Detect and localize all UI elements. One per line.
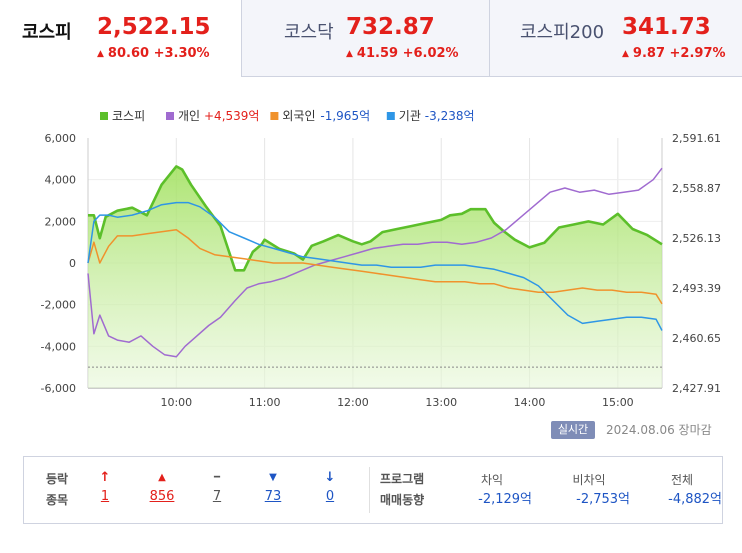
summary-upper-limit: ↑ 1 xyxy=(90,469,120,507)
y-right-tick-label: 2,493.39 xyxy=(672,282,721,295)
series-line-3 xyxy=(87,201,663,331)
fall-triangle-icon: ▼ xyxy=(269,472,277,483)
y-right-tick-label: 2,558.87 xyxy=(672,182,721,195)
index-tabs: 코스피 2,522.15 ▲ 80.60 +3.30% 코스닥 732.87 ▲ 4… xyxy=(0,0,742,77)
unchanged-dash-icon: ━ xyxy=(213,472,221,483)
y-right-tick-label: 2,591.61 xyxy=(672,132,721,145)
legend-value-1: +4,539억 xyxy=(204,109,259,123)
legend-swatch-0 xyxy=(100,112,108,120)
series-line-1 xyxy=(87,167,663,358)
x-tick-label: 15:00 xyxy=(602,396,634,409)
tab-kospi-name: 코스피 xyxy=(22,22,72,43)
legend-swatch-1 xyxy=(166,112,174,120)
kospi-area xyxy=(88,166,662,388)
upper-limit-count[interactable]: 1 xyxy=(100,489,110,504)
market-summary-box: 등락 종목 ↑ 1 ▲ 856 ━ 7 ▼ 73 ↓ 0 프로그램 매매동향 차… xyxy=(23,456,723,524)
program-total: 전체 -4,882억 xyxy=(642,471,722,511)
rise-count[interactable]: 856 xyxy=(149,489,175,504)
y-left-tick-label: -2,000 xyxy=(41,299,76,312)
summary-fall: ▼ 73 xyxy=(258,469,288,507)
summary-lower-limit: ↓ 0 xyxy=(315,469,345,507)
series-line-2 xyxy=(87,228,663,305)
program-non-arbitrage-value: -2,753억 xyxy=(576,492,630,507)
tab-kospi200-value: 341.73 xyxy=(622,14,711,40)
program-arbitrage-head: 차익 xyxy=(480,473,504,487)
tab-kospi-change: ▲ 80.60 +3.30% xyxy=(97,46,210,61)
summary-divider xyxy=(369,467,370,513)
lower-limit-count[interactable]: 0 xyxy=(325,489,335,504)
summary-label-2: 종목 xyxy=(46,493,69,507)
y-right-tick-label: 2,460.65 xyxy=(672,332,721,345)
tab-kospi200-change-text: 9.87 +2.97% xyxy=(632,46,726,61)
up-triangle-icon: ▲ xyxy=(346,49,353,59)
series-line-0 xyxy=(88,165,663,272)
tab-kosdaq[interactable]: 코스닥 732.87 ▲ 41.59 +6.02% xyxy=(241,0,489,77)
y-right-tick-label: 2,427.91 xyxy=(672,382,721,395)
tab-kosdaq-value: 732.87 xyxy=(346,14,435,40)
tab-kospi-value: 2,522.15 xyxy=(97,14,211,40)
tab-kospi-change-text: 80.60 +3.30% xyxy=(107,46,210,61)
y-left-tick-label: -6,000 xyxy=(41,382,76,395)
legend-swatch-3 xyxy=(386,112,395,120)
legend-label-3: 기관 xyxy=(399,109,421,123)
y-left-tick-label: 2,000 xyxy=(45,215,77,228)
legend-swatch-2 xyxy=(270,112,279,120)
investor-trend-chart: 코스피 개인 +4,539억 외국인 -1,965억 기관 -3,238억 10:00 11:0… xyxy=(41,109,721,409)
tab-kospi200[interactable]: 코스피200 341.73 ▲ 9.87 +2.97% xyxy=(489,0,742,77)
x-tick-label: 11:00 xyxy=(249,396,281,409)
program-label-2: 매매동향 xyxy=(380,493,425,507)
y-left-tick-label: 0 xyxy=(69,257,76,270)
program-non-arbitrage: 비차익 -2,753억 xyxy=(548,471,630,511)
x-tick-label: 12:00 xyxy=(337,396,369,409)
program-non-arbitrage-head: 비차익 xyxy=(572,473,606,487)
chart-date: 2024.08.06 장마감 xyxy=(606,421,712,438)
summary-rise: ▲ 856 xyxy=(144,469,180,507)
tab-kospi200-change: ▲ 9.87 +2.97% xyxy=(622,46,726,61)
unchanged-count[interactable]: 7 xyxy=(212,489,222,504)
date-value: 2024.08.06 xyxy=(606,423,675,437)
program-total-head: 전체 xyxy=(670,473,694,487)
x-tick-label: 10:00 xyxy=(160,396,192,409)
legend-label-2: 외국인 xyxy=(282,109,315,123)
fall-count[interactable]: 73 xyxy=(264,489,282,504)
tab-kosdaq-change-text: 41.59 +6.02% xyxy=(356,46,459,61)
program-arbitrage-value: -2,129억 xyxy=(478,492,532,507)
legend-value-3: -3,238억 xyxy=(425,109,475,123)
y-left-tick-label: 6,000 xyxy=(45,132,77,145)
tab-kosdaq-name: 코스닥 xyxy=(284,22,334,43)
program-label-1: 프로그램 xyxy=(380,472,425,486)
tab-kospi200-name: 코스피200 xyxy=(520,22,605,43)
tab-kospi[interactable]: 코스피 2,522.15 ▲ 80.60 +3.30% xyxy=(0,0,241,77)
market-state: 장마감 xyxy=(678,423,712,437)
upper-limit-arrow-icon: ↑ xyxy=(99,470,111,485)
summary-label-1: 등락 xyxy=(46,472,69,486)
x-tick-label: 13:00 xyxy=(425,396,457,409)
x-tick-label: 14:00 xyxy=(514,396,546,409)
tab-kosdaq-change: ▲ 41.59 +6.02% xyxy=(346,46,459,61)
rise-triangle-icon: ▲ xyxy=(158,472,166,483)
program-arbitrage: 차익 -2,129억 xyxy=(452,471,532,511)
program-total-value: -4,882억 xyxy=(668,492,722,507)
up-triangle-icon: ▲ xyxy=(622,49,629,59)
legend-label-1: 개인 xyxy=(178,109,200,123)
y-right-tick-label: 2,526.13 xyxy=(672,232,721,245)
chart-status-bar: 실시간 2024.08.06 장마감 xyxy=(0,416,742,440)
legend-label-0: 코스피 xyxy=(112,109,145,123)
lower-limit-arrow-icon: ↓ xyxy=(324,470,336,485)
legend-value-2: -1,965억 xyxy=(320,109,370,123)
y-left-tick-label: 4,000 xyxy=(45,174,77,187)
y-left-tick-label: -4,000 xyxy=(41,340,76,353)
up-triangle-icon: ▲ xyxy=(97,49,104,59)
summary-unchanged: ━ 7 xyxy=(202,469,232,507)
realtime-button[interactable]: 실시간 xyxy=(551,421,595,439)
